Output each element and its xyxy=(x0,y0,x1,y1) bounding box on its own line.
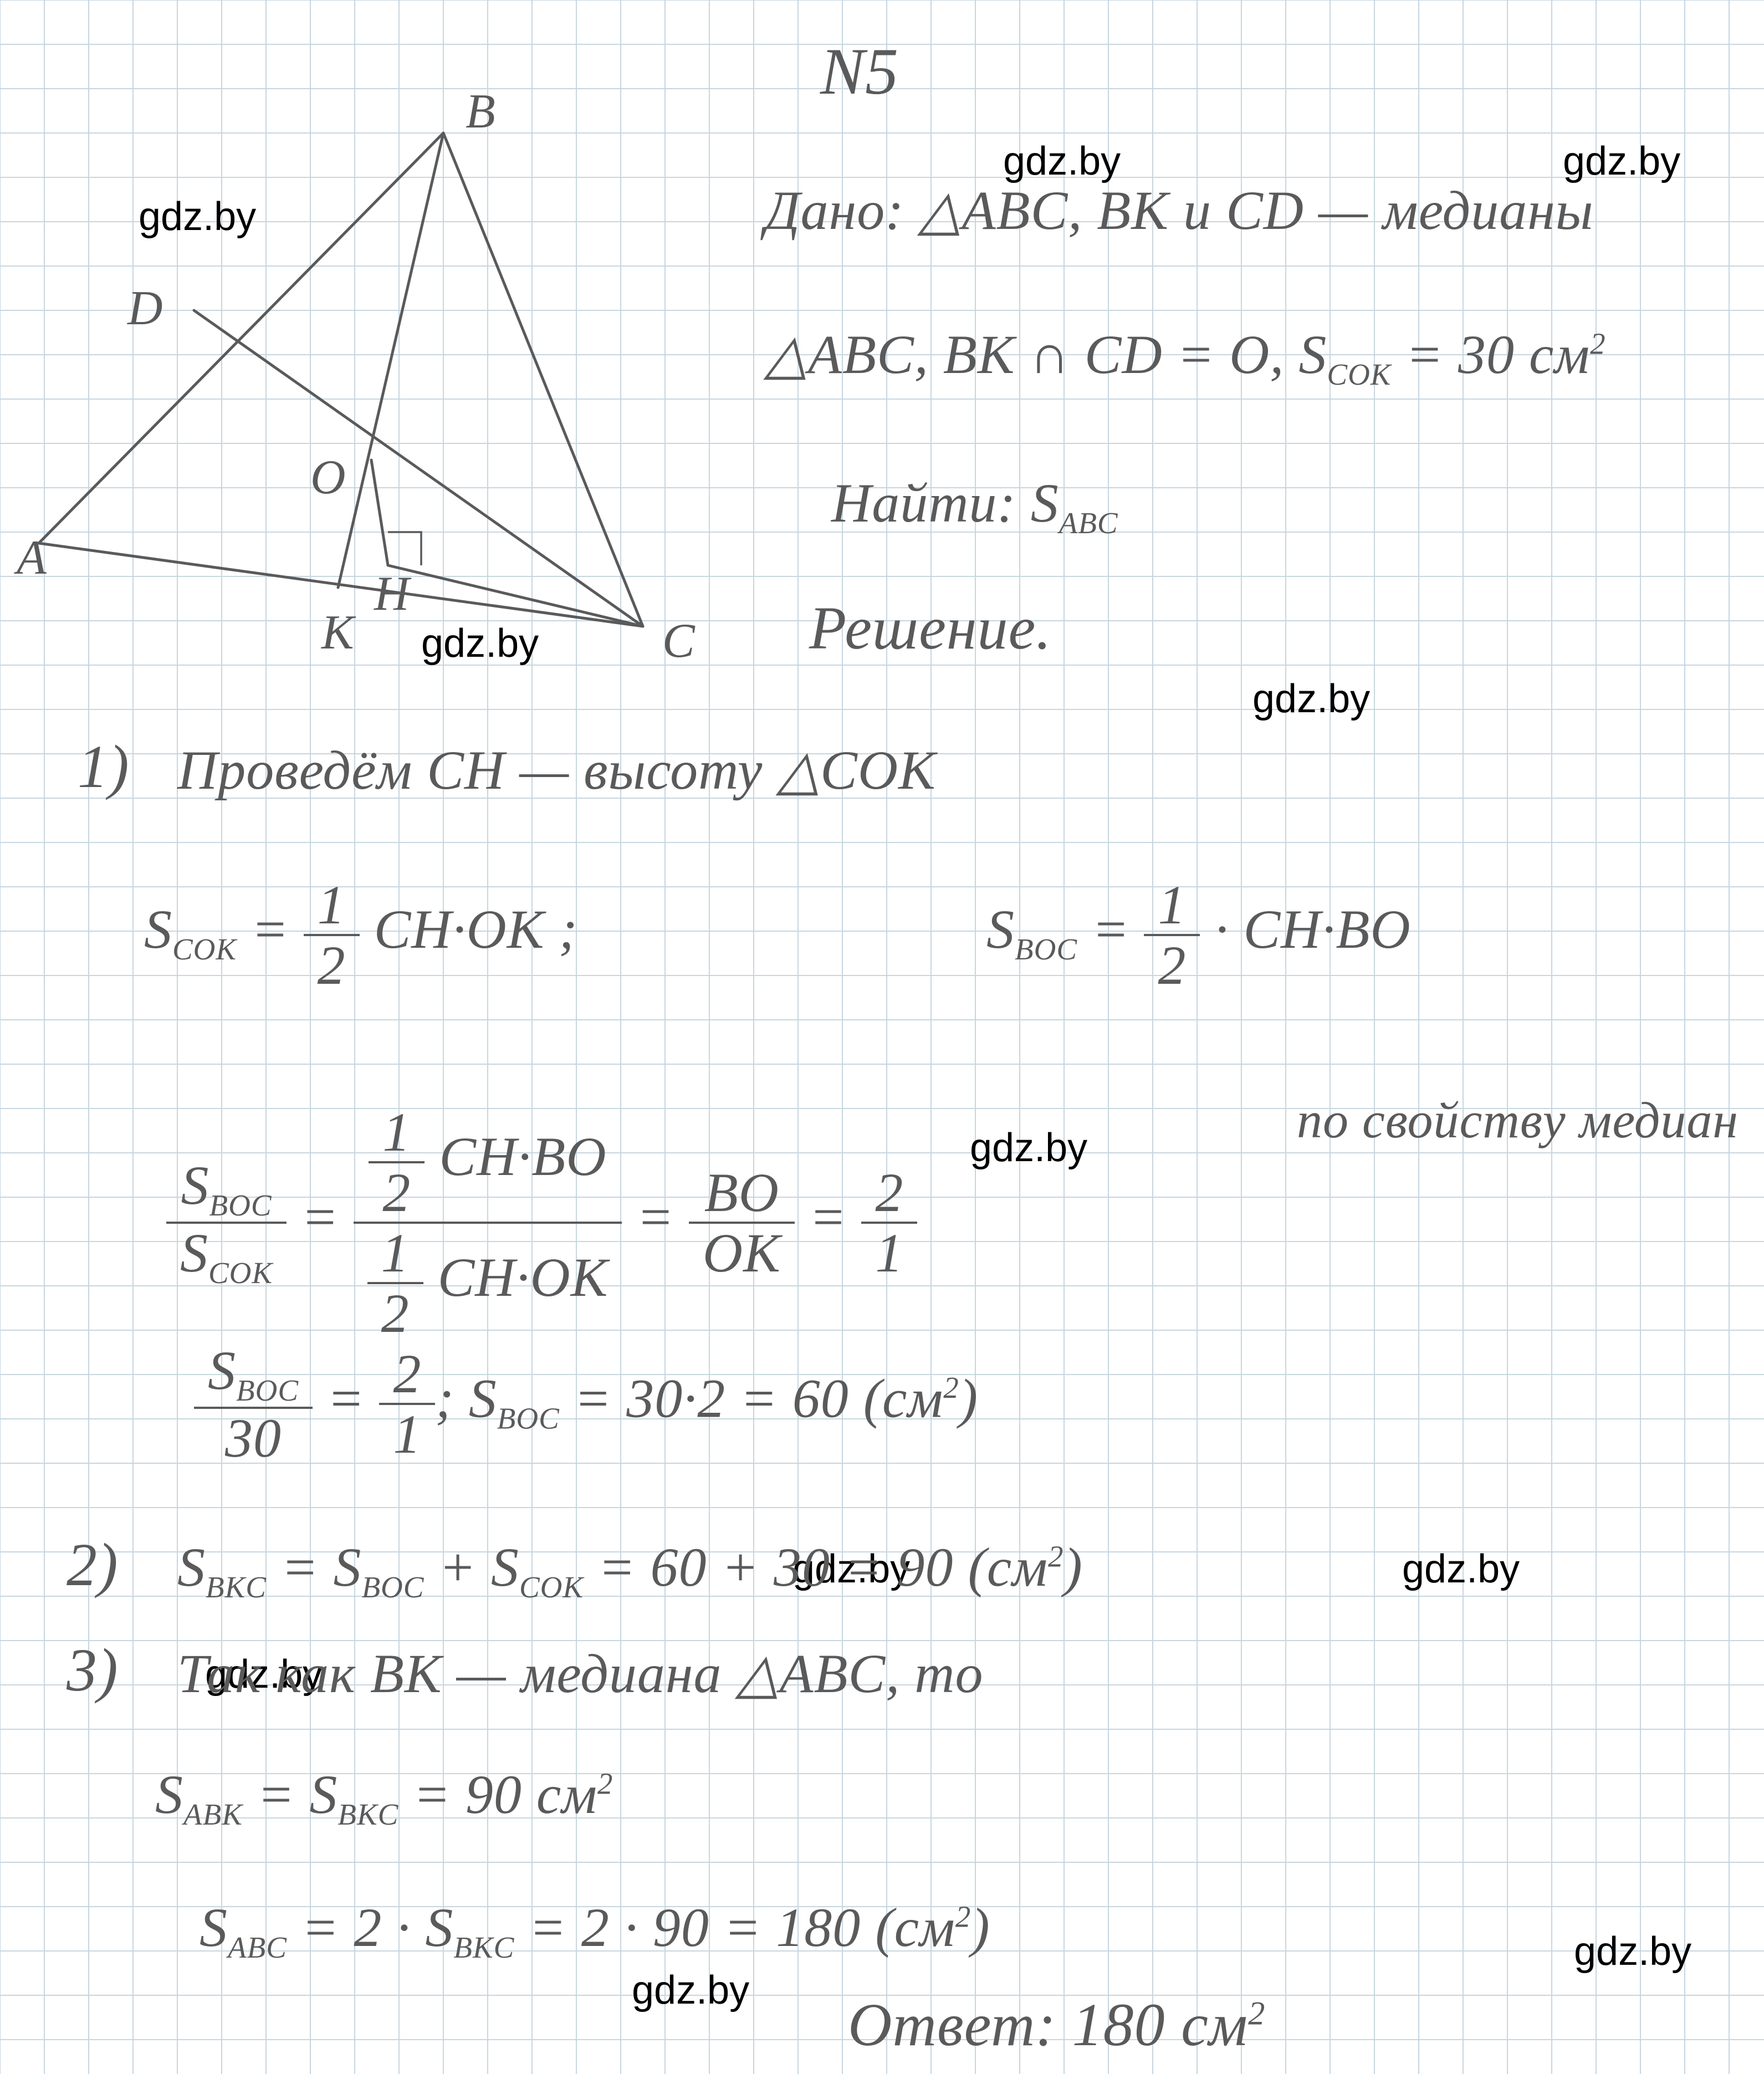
find-line: Найти: SABC xyxy=(831,471,1118,540)
step-2-number: 2) xyxy=(67,1530,119,1600)
ratio-2-line: SBOC30 = 21; SBOC = 30·2 = 60 (см2) xyxy=(194,1341,978,1467)
step-3-number: 3) xyxy=(67,1635,119,1705)
ratio-tail: по свойству медиан xyxy=(1297,1091,1739,1150)
solution-heading: Решение. xyxy=(809,593,1052,663)
watermark: gdz.by xyxy=(632,1968,749,2013)
step-2-line: SBKC = SBOC + SCOK = 60 + 30 = 90 (см2) xyxy=(177,1535,1083,1605)
step-3-eq-a: SABK = SBKC = 90 см2 xyxy=(155,1763,613,1832)
watermark: gdz.by xyxy=(1574,1929,1691,1974)
svg-text:A: A xyxy=(14,531,47,585)
watermark: gdz.by xyxy=(421,621,539,666)
watermark: gdz.by xyxy=(139,194,256,239)
step-1-line-1: Проведём CH — высоту △COK xyxy=(177,737,936,802)
svg-text:D: D xyxy=(127,282,163,335)
watermark: gdz.by xyxy=(970,1125,1087,1171)
svg-text:C: C xyxy=(662,614,696,668)
ratio-line: SBOCSCOK = 12 CH·BO12 CH·OK = BOOK = 21 xyxy=(166,1103,917,1342)
svg-text:K: K xyxy=(320,606,356,660)
given-line-2: △ABC, BK ∩ CD = O, SCOK = 30 см2 xyxy=(765,321,1606,392)
step-1-number: 1) xyxy=(78,732,130,802)
problem-number: N5 xyxy=(820,33,899,110)
step-1-eq-a: SCOK = 12 CH·OK ; xyxy=(144,876,578,994)
step-3-final: SABC = 2 · SBKC = 2 · 90 = 180 (см2) xyxy=(200,1896,990,1965)
step-3-line-1: Так как BK — медиана △ABC, то xyxy=(177,1641,983,1705)
given-line-1: Дано: △ABC, BK и CD — медианы xyxy=(765,177,1594,242)
step-1-eq-b: SBOC = 12 · CH·BO xyxy=(986,876,1411,994)
svg-text:O: O xyxy=(310,451,346,504)
answer-line: Ответ: 180 см2 xyxy=(848,1990,1265,2060)
svg-text:H: H xyxy=(374,567,412,621)
svg-text:B: B xyxy=(466,85,495,139)
watermark: gdz.by xyxy=(1402,1546,1520,1592)
watermark: gdz.by xyxy=(1252,676,1370,722)
